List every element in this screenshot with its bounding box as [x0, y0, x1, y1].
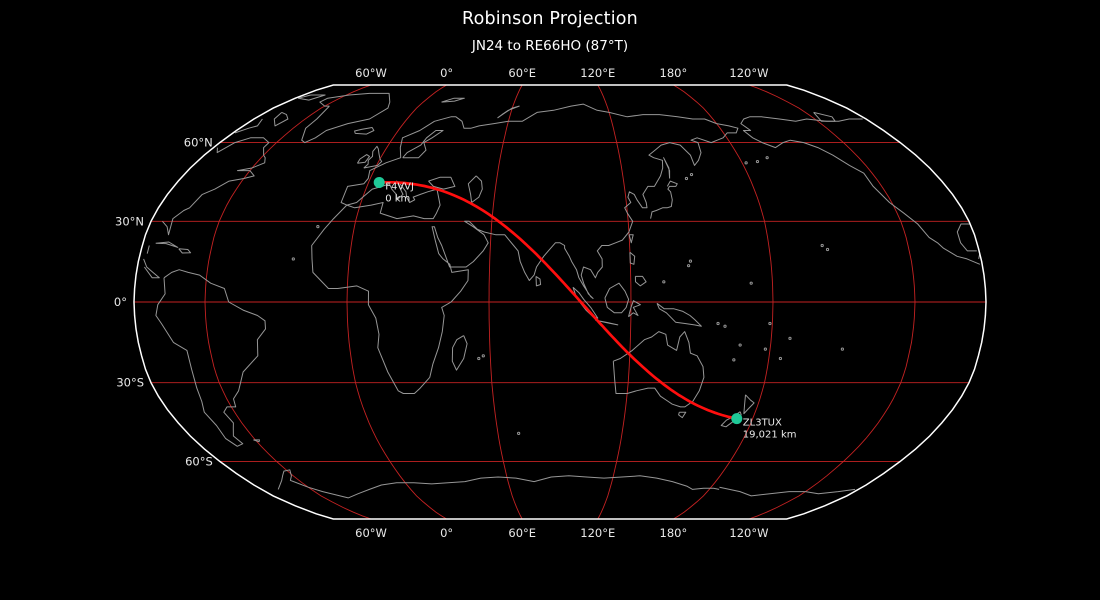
- graticule-meridian: [673, 84, 774, 520]
- coastline: [277, 469, 856, 499]
- gridline-label-top: 120°W: [729, 66, 768, 80]
- island: [477, 356, 481, 361]
- coastline: [467, 175, 483, 203]
- coastline: [628, 234, 634, 244]
- gridline-label-top: 180°: [660, 66, 688, 80]
- gridline-label-left: 60°N: [184, 136, 213, 150]
- gridline-label-bottom: 180°: [660, 526, 688, 540]
- gridline-label-bottom: 120°E: [580, 526, 615, 540]
- map-subtitle: JN24 to RE66HO (87°T): [471, 38, 629, 54]
- coastline: [535, 275, 542, 287]
- gridline-label-bottom: 0°: [440, 526, 453, 540]
- island: [778, 356, 783, 361]
- island: [732, 358, 736, 362]
- graticule-meridian: [488, 84, 523, 520]
- island: [749, 281, 753, 285]
- station-callsign-label: ZL3TUX: [743, 418, 782, 429]
- island: [840, 347, 844, 351]
- coastline: [356, 154, 370, 164]
- great-circle-path: [377, 180, 739, 420]
- gridline-label-top: 120°E: [580, 66, 615, 80]
- coastline: [656, 302, 702, 327]
- gridline-label-top: 0°: [440, 66, 453, 80]
- graticule-meridian: [748, 84, 916, 520]
- coastline: [441, 97, 465, 103]
- gridline-label-top: 60°E: [508, 66, 536, 80]
- island: [716, 321, 720, 326]
- station-callsign-label: F4VVJ: [385, 181, 414, 192]
- coastline: [497, 105, 520, 119]
- graticule-meridian: [346, 84, 447, 520]
- coastline: [572, 286, 599, 319]
- coastline: [402, 130, 444, 159]
- gridline-label-bottom: 120°W: [729, 526, 768, 540]
- coastline: [663, 157, 671, 179]
- island: [763, 347, 767, 351]
- coastline: [297, 94, 326, 101]
- graticule-meridian: [597, 84, 632, 520]
- graticule-meridian: [204, 84, 372, 520]
- coastline: [678, 411, 687, 419]
- coastline: [634, 275, 647, 287]
- gridline-label-bottom: 60°W: [355, 526, 387, 540]
- island: [517, 431, 521, 435]
- island: [688, 259, 693, 263]
- island: [684, 176, 689, 181]
- map-title: Robinson Projection: [462, 9, 638, 29]
- island: [291, 257, 295, 261]
- station-marker: [373, 176, 385, 188]
- island: [744, 161, 748, 165]
- coastline: [629, 251, 636, 265]
- island: [788, 336, 792, 340]
- coastline: [604, 282, 630, 314]
- coastline: [612, 331, 705, 408]
- island: [689, 172, 694, 177]
- gridline-label-bottom: 60°E: [508, 526, 536, 540]
- island: [820, 243, 824, 248]
- coastline: [363, 145, 383, 169]
- coastline: [813, 111, 836, 122]
- coastline: [273, 111, 289, 127]
- coastline: [650, 180, 678, 219]
- island: [723, 324, 727, 328]
- gridline-label-left: 30°N: [115, 214, 144, 228]
- coastline: [451, 335, 468, 371]
- gridline-label-top: 60°W: [355, 66, 387, 80]
- island: [738, 343, 742, 347]
- station-distance-label: 19,021 km: [743, 430, 797, 441]
- island: [768, 321, 772, 326]
- gridline-label-left: 30°S: [116, 376, 144, 390]
- island: [687, 264, 691, 268]
- coastline: [178, 248, 192, 254]
- map-outline: [133, 84, 987, 520]
- coastline: [143, 116, 981, 279]
- island: [481, 354, 485, 358]
- island: [825, 247, 830, 252]
- island: [662, 280, 666, 284]
- gridline-label-left: 60°S: [185, 454, 213, 468]
- coastline: [253, 439, 260, 443]
- coastline: [155, 241, 179, 248]
- station-distance-label: 0 km: [385, 193, 410, 204]
- coastline: [354, 127, 375, 135]
- coastline: [301, 92, 391, 144]
- coastline: [595, 319, 619, 326]
- island: [316, 225, 320, 229]
- island: [765, 156, 769, 160]
- coastline: [155, 269, 266, 447]
- coastline: [311, 103, 739, 394]
- coastline: [628, 300, 641, 318]
- coastline: [743, 394, 755, 415]
- gridline-label-left: 0°: [114, 295, 127, 309]
- island: [755, 159, 760, 164]
- station-marker: [731, 413, 743, 425]
- coastline: [428, 176, 456, 190]
